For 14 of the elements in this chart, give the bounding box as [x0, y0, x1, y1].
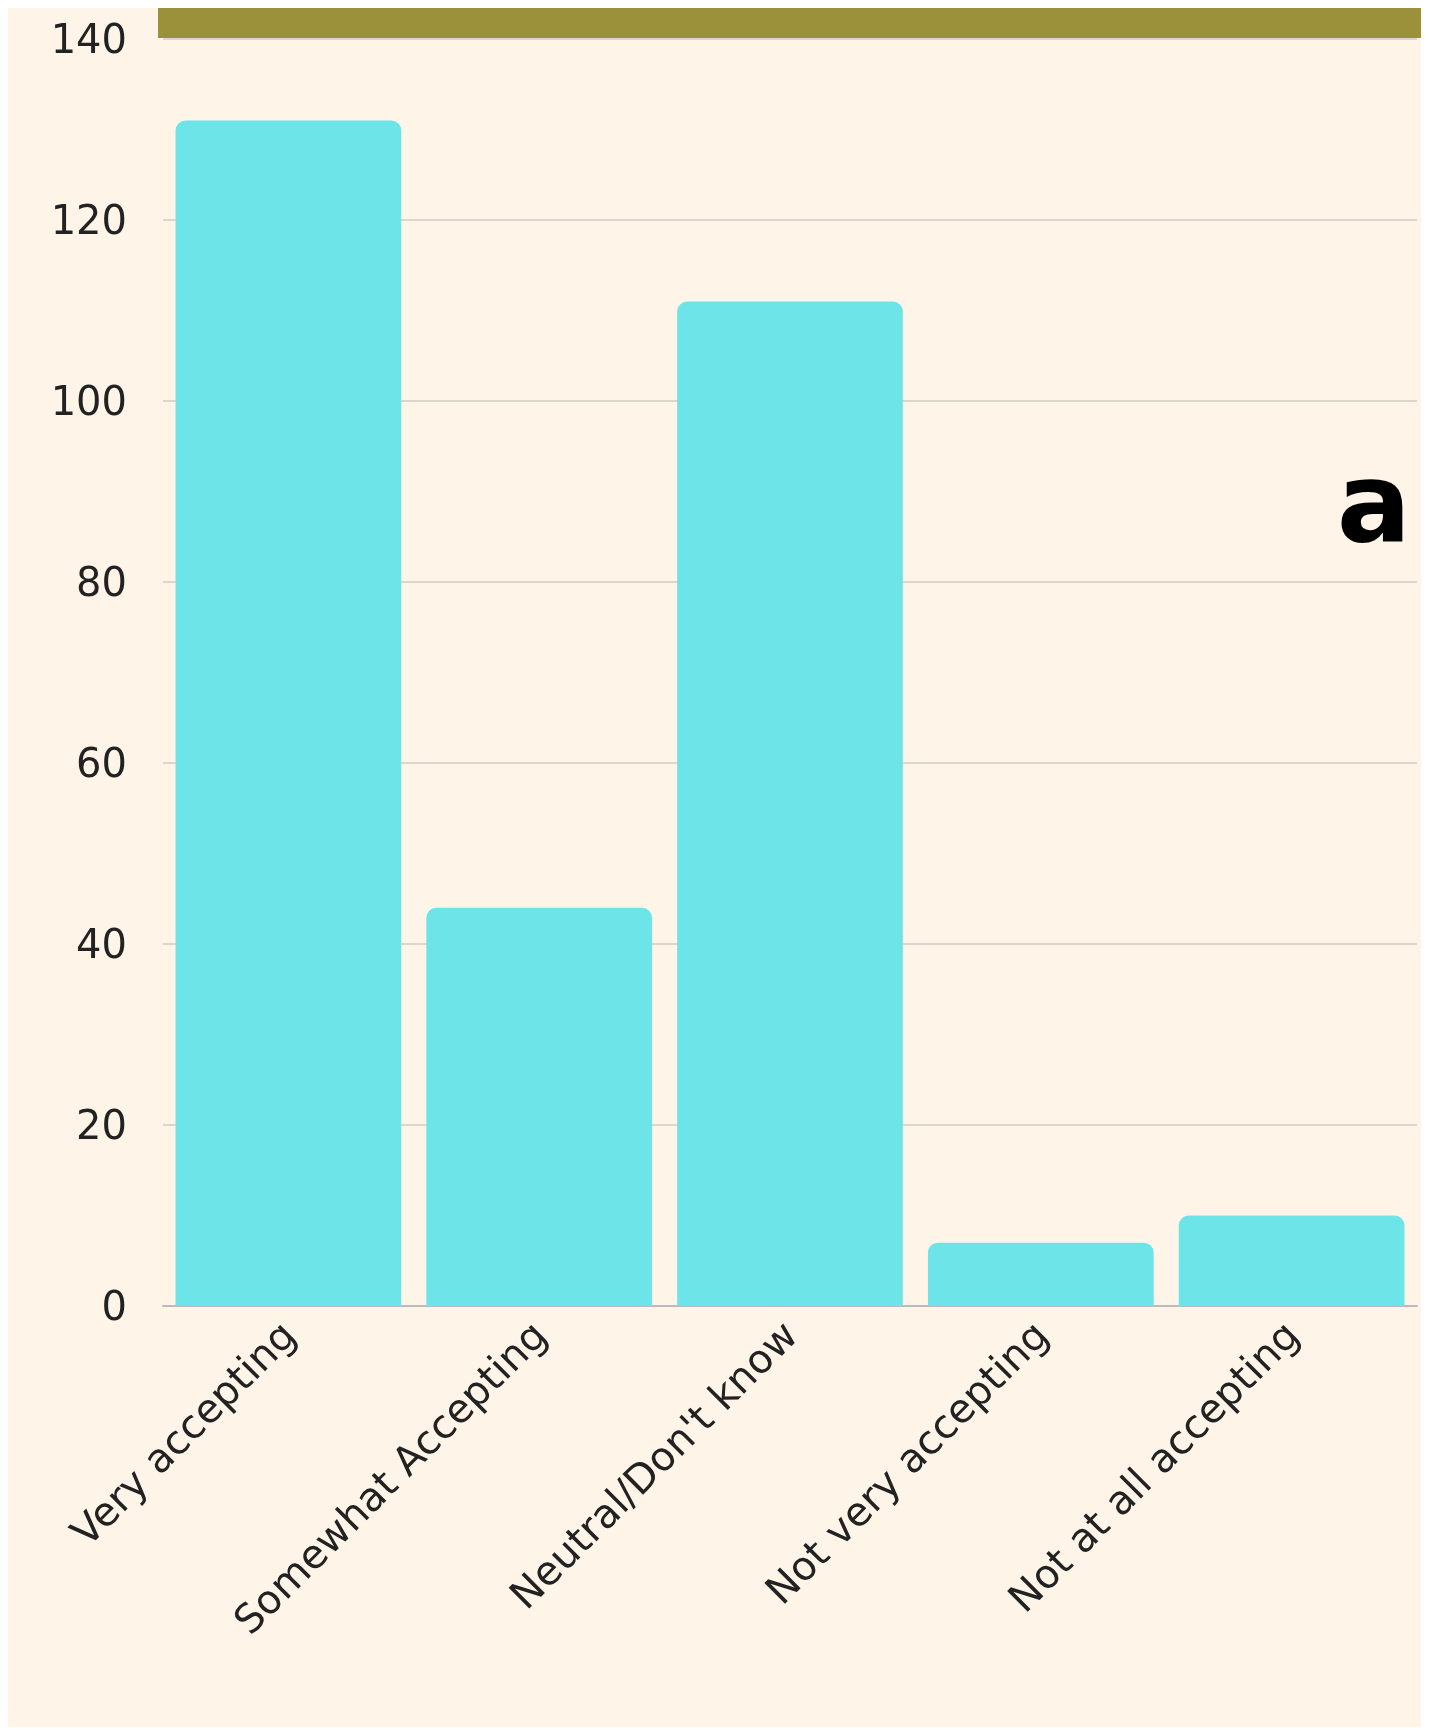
bar — [426, 907, 653, 1306]
y-tick-label: 40 — [76, 921, 127, 967]
y-tick-label: 20 — [76, 1102, 127, 1148]
y-tick-label: 80 — [76, 559, 127, 605]
bar — [927, 1242, 1154, 1306]
y-tick-label: 100 — [50, 378, 127, 424]
y-tick-label: 140 — [50, 16, 127, 62]
bar — [1178, 1215, 1405, 1306]
annotation: a — [1336, 439, 1412, 567]
y-tick-label: 120 — [50, 197, 127, 243]
bar — [175, 120, 402, 1306]
bar — [677, 301, 903, 1306]
y-tick-label: 60 — [76, 740, 127, 786]
y-tick-label: 0 — [101, 1283, 127, 1329]
